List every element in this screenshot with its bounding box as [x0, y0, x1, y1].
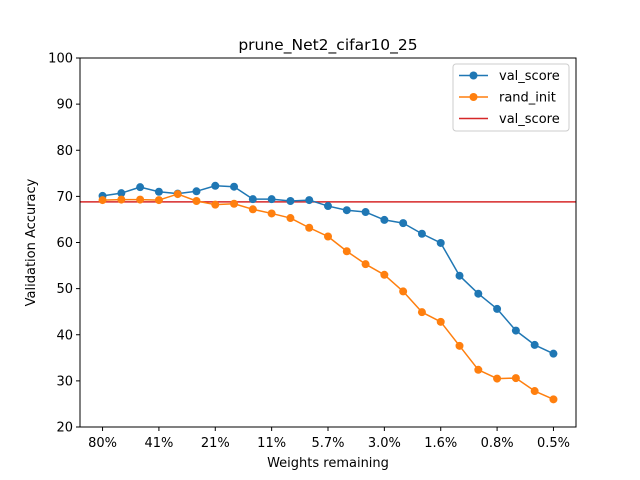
data-point-rand_init-24	[549, 395, 558, 404]
data-point-val_score-19	[455, 271, 464, 280]
y-tick-label-70: 70	[56, 190, 73, 205]
data-point-rand_init-12	[324, 232, 332, 241]
data-point-val_score-10	[286, 196, 295, 205]
data-point-rand_init-19	[455, 341, 464, 350]
data-point-rand_init-8	[248, 205, 257, 214]
data-point-rand_init-16	[399, 287, 408, 296]
y-tick-label-40: 40	[56, 328, 73, 343]
data-point-rand_init-18	[436, 317, 445, 326]
data-point-rand_init-9	[267, 209, 276, 218]
x-tick-label-1: 41%	[144, 436, 173, 451]
y-tick-label-30: 30	[56, 374, 73, 389]
series-line-val_score	[102, 185, 554, 355]
data-point-val_score-1	[117, 189, 126, 198]
x-tick-label-2: 21%	[201, 436, 230, 451]
legend-frame	[452, 63, 570, 132]
x-tick-label-6: 1.6%	[424, 436, 457, 451]
data-point-val_score-9	[267, 195, 276, 204]
x-tick-label-0: 80%	[88, 436, 117, 451]
data-point-rand_init-20	[474, 365, 483, 374]
series-line-rand_init	[102, 193, 554, 401]
x-tick-label-7: 0.8%	[481, 436, 514, 451]
data-point-rand_init-15	[380, 270, 389, 279]
legend-marker-0	[469, 71, 478, 80]
y-tick-label-80: 80	[56, 144, 73, 159]
y-axis-label: Validation Accuracy	[24, 178, 39, 306]
chart-title: prune_Net2_cifar10_25	[238, 36, 417, 55]
data-point-rand_init-23	[530, 387, 539, 396]
y-tick-label-60: 60	[56, 236, 73, 251]
data-point-val_score-17	[417, 229, 426, 238]
data-point-rand_init-11	[305, 223, 314, 232]
data-point-val_score-14	[361, 208, 370, 217]
x-tick-label-4: 5.7%	[311, 436, 344, 451]
data-point-rand_init-22	[511, 374, 520, 383]
y-tick-label-90: 90	[56, 98, 73, 113]
data-point-val_score-23	[530, 340, 539, 349]
data-point-rand_init-10	[286, 214, 295, 223]
data-point-rand_init-13	[342, 247, 351, 256]
x-tick-label-3: 11%	[257, 436, 286, 451]
data-point-rand_init-2	[136, 195, 145, 204]
data-point-val_score-6	[211, 181, 220, 190]
data-point-rand_init-17	[417, 308, 426, 317]
legend-label-2: val_score	[499, 112, 560, 127]
legend: val_score rand_init val_score	[452, 63, 570, 132]
data-point-rand_init-14	[361, 260, 370, 269]
y-tick-label-100: 100	[48, 52, 73, 67]
data-point-val_score-21	[493, 304, 502, 313]
legend-marker-1	[469, 93, 478, 101]
x-axis-label: Weights remaining	[267, 456, 389, 471]
data-point-val_score-11	[305, 196, 314, 205]
data-point-val_score-20	[474, 289, 483, 298]
data-point-rand_init-6	[211, 200, 220, 209]
legend-label-1: rand_init	[499, 91, 556, 106]
plot-area	[80, 181, 576, 404]
x-tick-label-5: 3.0%	[368, 436, 401, 451]
data-point-val_score-13	[342, 206, 351, 215]
axes: 20 30 40 50 60 70 80 90 100 80% 41% 21% 11% 5.7% 3.0% 1…	[48, 52, 570, 452]
data-point-val_score-8	[248, 195, 257, 204]
y-tick-label-20: 20	[56, 421, 73, 436]
data-point-rand_init-3	[154, 196, 163, 205]
data-point-val_score-7	[230, 182, 239, 191]
data-point-val_score-5	[192, 187, 201, 196]
data-point-rand_init-7	[230, 199, 239, 208]
data-point-rand_init-0	[98, 196, 107, 205]
data-point-val_score-15	[380, 215, 389, 224]
data-point-val_score-16	[399, 219, 408, 228]
x-tick-label-8: 0.5%	[537, 436, 570, 451]
data-point-val_score-18	[436, 238, 445, 247]
data-point-val_score-22	[511, 326, 520, 335]
data-point-val_score-24	[549, 349, 558, 358]
data-point-val_score-3	[154, 187, 163, 196]
data-point-val_score-2	[136, 183, 145, 192]
legend-label-0: val_score	[499, 69, 560, 84]
data-point-rand_init-5	[192, 196, 201, 205]
data-point-rand_init-21	[493, 374, 502, 383]
data-point-rand_init-4	[173, 190, 182, 199]
data-point-val_score-12	[324, 202, 332, 211]
y-tick-label-50: 50	[56, 282, 73, 297]
data-point-rand_init-1	[117, 195, 126, 204]
